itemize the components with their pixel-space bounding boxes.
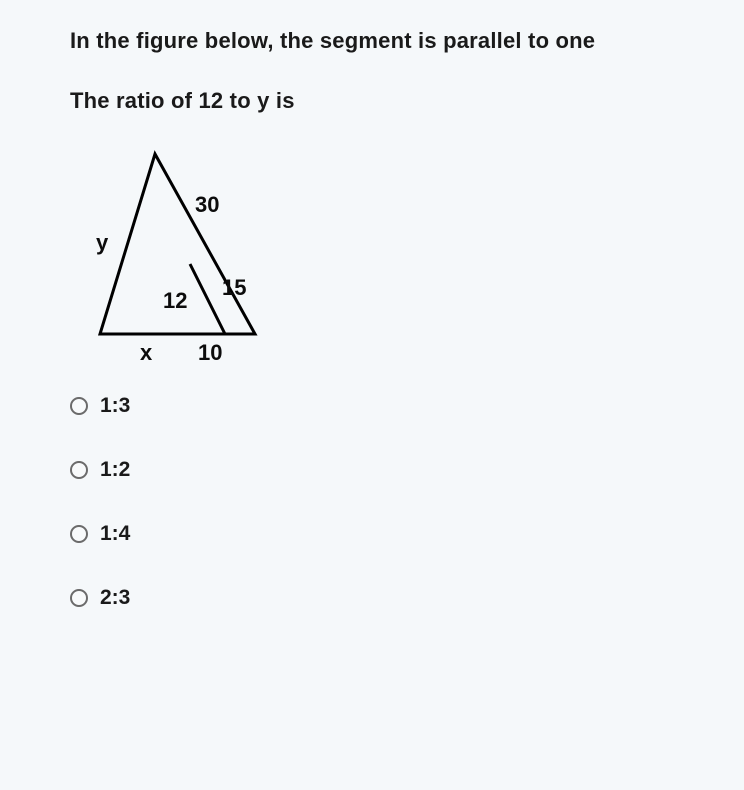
label-y: y bbox=[96, 230, 108, 256]
question-prompt: The ratio of 12 to y is bbox=[70, 88, 744, 114]
option-label: 1:3 bbox=[100, 394, 130, 418]
radio-icon bbox=[70, 525, 88, 543]
option-4[interactable]: 2:3 bbox=[70, 586, 744, 610]
geometry-figure: y 30 12 15 x 10 bbox=[60, 144, 290, 374]
option-label: 1:4 bbox=[100, 522, 130, 546]
question-intro: In the figure below, the segment is para… bbox=[70, 28, 744, 54]
option-label: 2:3 bbox=[100, 586, 130, 610]
option-1[interactable]: 1:3 bbox=[70, 394, 744, 418]
radio-icon bbox=[70, 461, 88, 479]
answer-options: 1:3 1:2 1:4 2:3 bbox=[70, 394, 744, 610]
radio-icon bbox=[70, 589, 88, 607]
label-x: x bbox=[140, 340, 152, 366]
option-3[interactable]: 1:4 bbox=[70, 522, 744, 546]
label-10: 10 bbox=[198, 340, 222, 366]
label-30: 30 bbox=[195, 192, 219, 218]
option-label: 1:2 bbox=[100, 458, 130, 482]
label-12: 12 bbox=[163, 288, 187, 314]
inner-segment bbox=[190, 264, 225, 334]
triangle-svg bbox=[60, 144, 290, 374]
radio-icon bbox=[70, 397, 88, 415]
option-2[interactable]: 1:2 bbox=[70, 458, 744, 482]
label-15: 15 bbox=[222, 275, 246, 301]
